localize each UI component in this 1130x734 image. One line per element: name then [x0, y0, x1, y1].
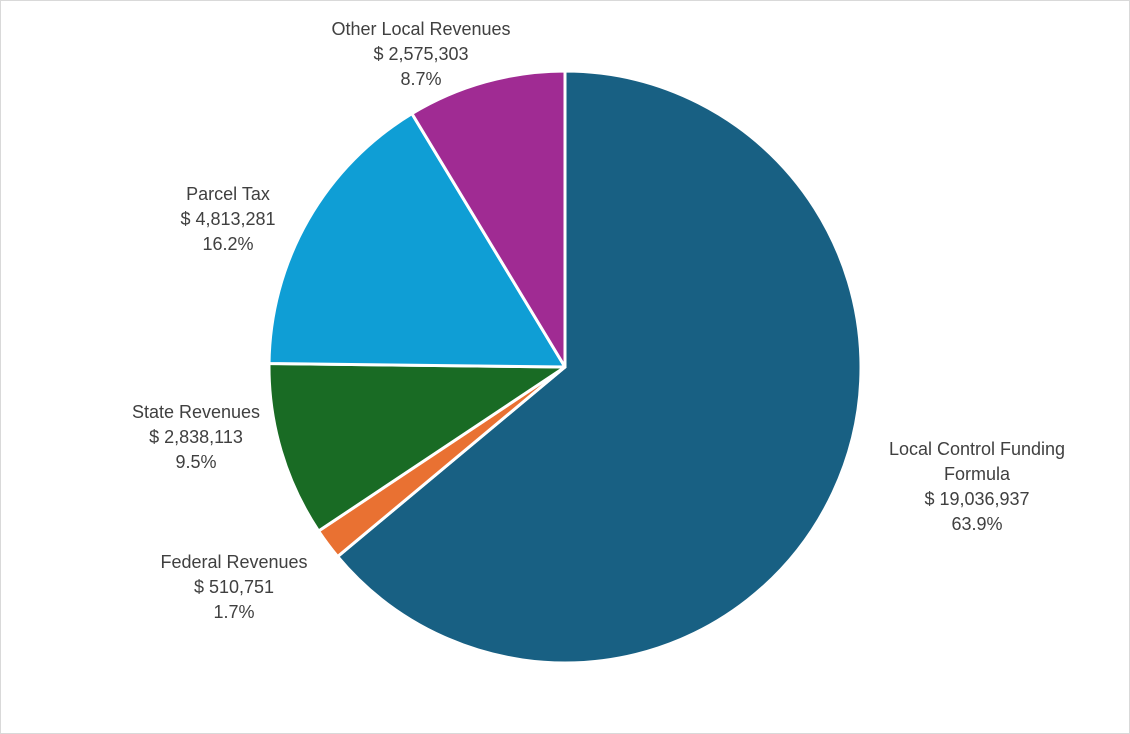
data-label-0: Local Control Funding Formula $ 19,036,937…: [889, 439, 1065, 534]
slice-name: Federal Revenues: [160, 552, 307, 572]
slice-value: $ 510,751: [194, 577, 274, 597]
data-label-2: State Revenues $ 2,838,113 9.5%: [132, 402, 260, 472]
data-label-4: Other Local Revenues $ 2,575,303 8.7%: [331, 19, 510, 89]
pie-slice-0: [336, 69, 863, 665]
data-label-1: Federal Revenues $ 510,751 1.7%: [160, 552, 307, 622]
pie-slice-3: [267, 112, 567, 369]
slice-percent: 63.9%: [951, 514, 1002, 534]
slice-name: Parcel Tax: [186, 184, 270, 204]
pie-slice-4: [410, 69, 567, 369]
slice-name: State Revenues: [132, 402, 260, 422]
slice-percent: 9.5%: [175, 452, 216, 472]
slice-value: $ 19,036,937: [924, 489, 1029, 509]
slice-percent: 16.2%: [202, 234, 253, 254]
slice-percent: 1.7%: [213, 602, 254, 622]
slice-value: $ 4,813,281: [180, 209, 275, 229]
pie-slice-2: [267, 362, 567, 533]
slice-value: $ 2,575,303: [373, 44, 468, 64]
slice-name: Other Local Revenues: [331, 19, 510, 39]
slice-name: Formula: [944, 464, 1011, 484]
slice-value: $ 2,838,113: [149, 427, 243, 447]
slice-percent: 8.7%: [400, 69, 441, 89]
data-label-3: Parcel Tax $ 4,813,281 16.2%: [180, 184, 275, 254]
slice-name: Local Control Funding: [889, 439, 1065, 459]
